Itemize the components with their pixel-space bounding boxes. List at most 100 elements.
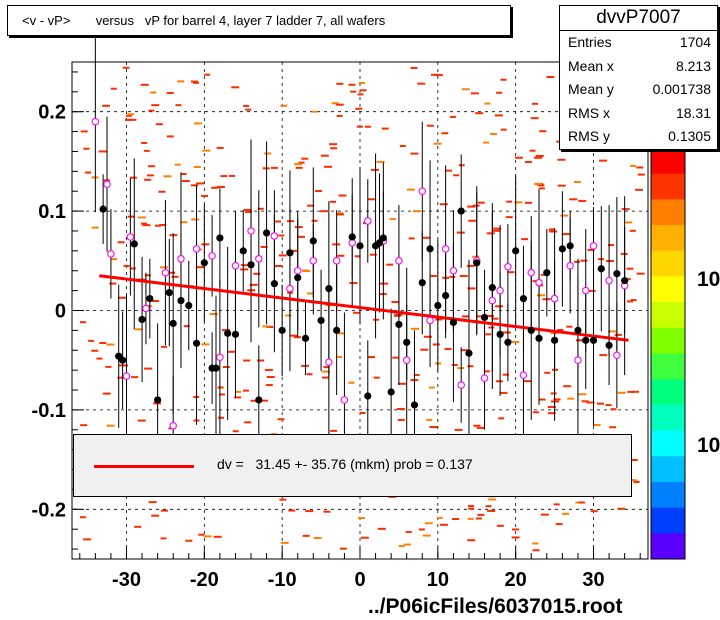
background-dash bbox=[617, 391, 626, 394]
background-dash bbox=[574, 260, 581, 263]
background-dash bbox=[336, 213, 344, 216]
palette-band bbox=[651, 327, 685, 354]
magenta-point bbox=[126, 233, 135, 241]
black-point bbox=[613, 270, 621, 278]
legend-line-swatch bbox=[94, 465, 194, 468]
background-dash bbox=[359, 89, 367, 92]
background-dash bbox=[352, 311, 360, 314]
background-dash bbox=[295, 166, 303, 169]
background-dash bbox=[222, 366, 230, 369]
black-point bbox=[165, 289, 173, 297]
background-dash bbox=[451, 363, 458, 366]
background-dash bbox=[496, 91, 503, 94]
background-dash bbox=[253, 272, 261, 275]
background-dash bbox=[417, 82, 426, 85]
background-dash bbox=[633, 481, 640, 484]
background-dash bbox=[330, 429, 338, 432]
background-dash bbox=[477, 513, 485, 516]
black-point bbox=[286, 249, 294, 257]
background-dash bbox=[576, 339, 583, 342]
background-dash bbox=[566, 325, 573, 328]
background-dash bbox=[241, 264, 250, 267]
background-dash bbox=[242, 389, 249, 392]
background-dash bbox=[357, 93, 364, 96]
background-dash bbox=[473, 424, 481, 427]
black-point bbox=[118, 356, 127, 364]
background-dash bbox=[617, 507, 626, 510]
black-point bbox=[231, 330, 240, 338]
background-dash bbox=[500, 128, 507, 131]
black-point bbox=[504, 338, 512, 346]
background-dash bbox=[111, 258, 118, 261]
background-dash bbox=[203, 535, 212, 538]
magenta-point bbox=[340, 396, 349, 404]
background-dash bbox=[487, 509, 496, 512]
stats-label: RMS x bbox=[568, 104, 610, 121]
magenta-point bbox=[395, 257, 403, 265]
stats-value: 18.31 bbox=[675, 104, 711, 121]
x-tick-label: 30 bbox=[582, 569, 604, 591]
background-dash bbox=[211, 186, 219, 189]
background-dash bbox=[549, 230, 558, 233]
background-dash bbox=[201, 243, 210, 246]
background-dash bbox=[472, 255, 480, 258]
background-dash bbox=[102, 392, 111, 395]
magenta-point bbox=[613, 351, 621, 359]
background-dash bbox=[80, 130, 88, 133]
background-dash bbox=[193, 165, 201, 168]
background-dash bbox=[201, 343, 210, 346]
background-dash bbox=[539, 130, 547, 133]
background-dash bbox=[311, 219, 318, 222]
background-dash bbox=[449, 275, 456, 278]
black-point bbox=[597, 265, 605, 273]
background-dash bbox=[626, 300, 633, 303]
background-dash bbox=[266, 376, 275, 379]
background-dash bbox=[85, 171, 92, 174]
background-dash bbox=[221, 329, 230, 332]
background-dash bbox=[435, 318, 443, 321]
background-dash bbox=[536, 294, 545, 297]
background-dash bbox=[244, 421, 252, 424]
stats-row: RMS y 0.1305 bbox=[560, 125, 717, 149]
magenta-point bbox=[177, 255, 185, 263]
stats-name: dvvP7007 bbox=[560, 6, 717, 31]
background-dash bbox=[307, 204, 315, 207]
background-dash bbox=[423, 335, 432, 338]
background-dash bbox=[511, 536, 520, 539]
background-dash bbox=[142, 224, 151, 227]
background-dash bbox=[134, 525, 142, 528]
background-dash bbox=[523, 380, 532, 383]
background-dash bbox=[348, 381, 355, 384]
background-dash bbox=[213, 535, 222, 538]
background-dash bbox=[397, 382, 406, 385]
background-dash bbox=[146, 305, 153, 308]
black-point bbox=[333, 326, 341, 334]
background-dash bbox=[508, 271, 515, 274]
background-dash bbox=[356, 125, 363, 128]
background-dash bbox=[349, 282, 358, 285]
background-dash bbox=[468, 507, 475, 510]
background-dash bbox=[370, 168, 379, 171]
background-dash bbox=[166, 135, 174, 138]
background-dash bbox=[529, 149, 536, 152]
background-dash bbox=[467, 517, 474, 520]
background-dash bbox=[335, 103, 344, 106]
background-dash bbox=[532, 280, 539, 283]
palette-band bbox=[651, 404, 685, 432]
background-dash bbox=[495, 305, 504, 308]
background-dash bbox=[429, 426, 438, 429]
background-dash bbox=[140, 222, 147, 225]
black-point bbox=[442, 291, 450, 300]
background-dash bbox=[313, 537, 322, 540]
black-point bbox=[496, 330, 504, 338]
background-dash bbox=[243, 359, 251, 362]
background-dash bbox=[338, 194, 347, 197]
background-dash bbox=[557, 184, 566, 187]
background-dash bbox=[511, 528, 519, 531]
background-dash bbox=[83, 147, 90, 150]
black-point bbox=[216, 234, 224, 242]
black-point bbox=[589, 336, 598, 344]
stats-row: Mean x 8.213 bbox=[560, 55, 717, 79]
black-point bbox=[224, 329, 232, 337]
black-point bbox=[130, 240, 138, 248]
